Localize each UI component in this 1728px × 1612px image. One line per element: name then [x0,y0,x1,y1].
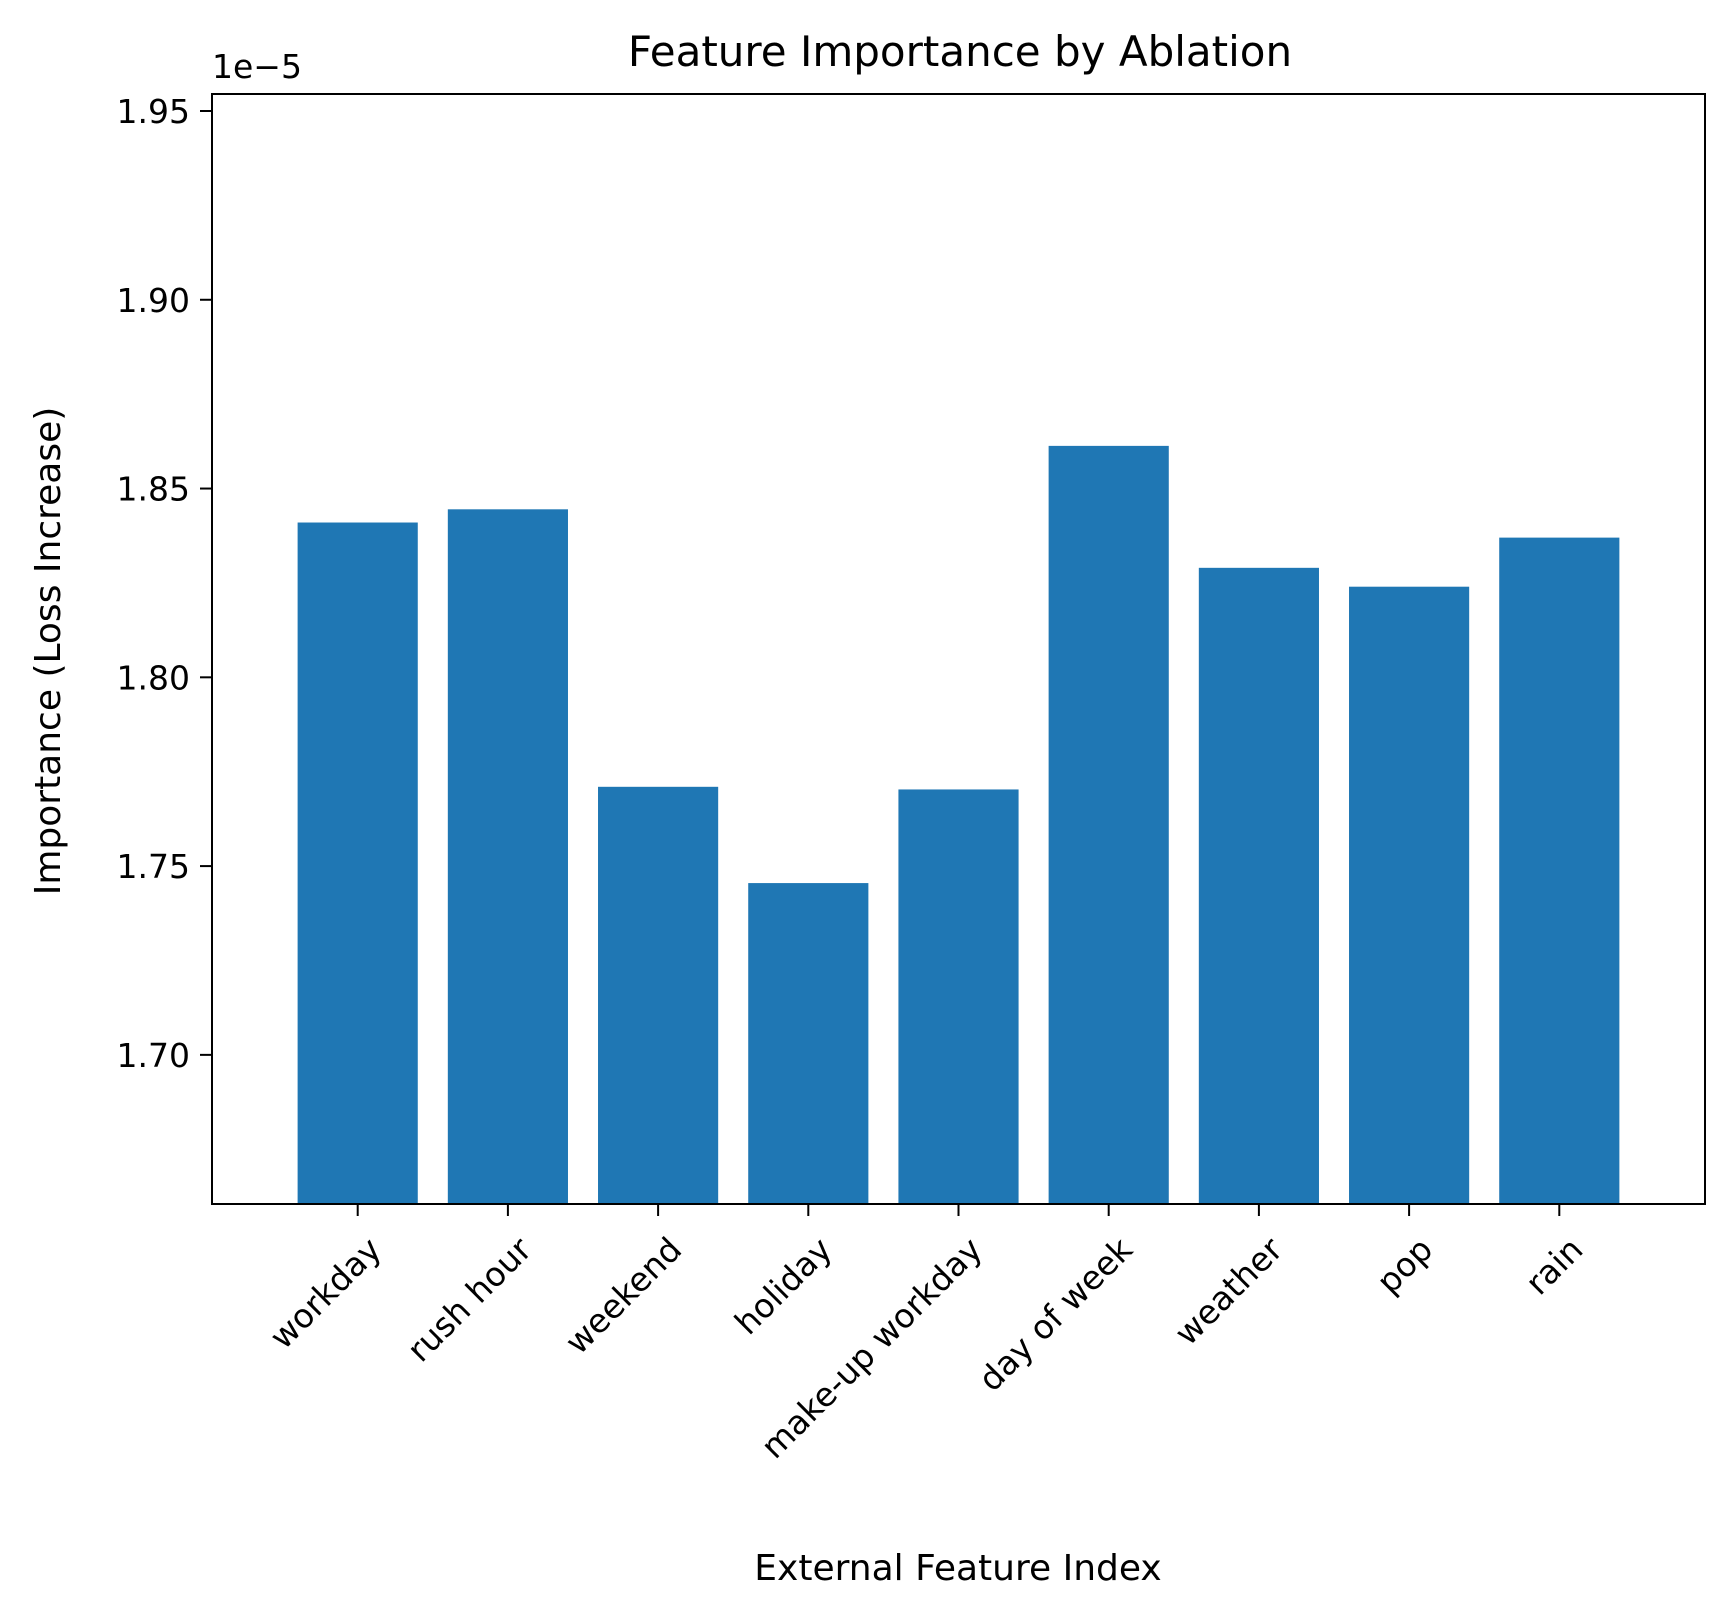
chart-title: Feature Importance by Ablation [628,27,1292,76]
y-tick-label: 1.85 [117,470,190,509]
bars-group [297,445,1620,1204]
x-axis-label: External Feature Index [754,1548,1161,1589]
bar-rain [1499,537,1620,1204]
bar-day-of-week [1048,445,1169,1204]
y-axis-label: Importance (Loss Increase) [28,407,69,896]
bar-pop [1349,586,1470,1204]
plot-area-frame [211,93,1706,1205]
bar-rush-hour [447,509,568,1204]
bar-make-up-workday [898,789,1019,1204]
bar-holiday [748,883,869,1204]
y-tick-label: 1.95 [117,92,190,131]
y-tick-label: 1.90 [117,281,190,320]
y-ticks-group: 1.70 1.75 1.80 1.85 1.90 1.95 [117,92,212,1075]
bar-weather [1198,567,1319,1204]
y-tick-label: 1.75 [117,847,190,886]
bar-weekend [598,786,719,1204]
y-axis-offset-label: 1e−5 [212,47,302,86]
y-tick-label: 1.80 [117,658,190,697]
y-tick-label: 1.70 [117,1036,190,1075]
bar-workday [297,522,418,1204]
